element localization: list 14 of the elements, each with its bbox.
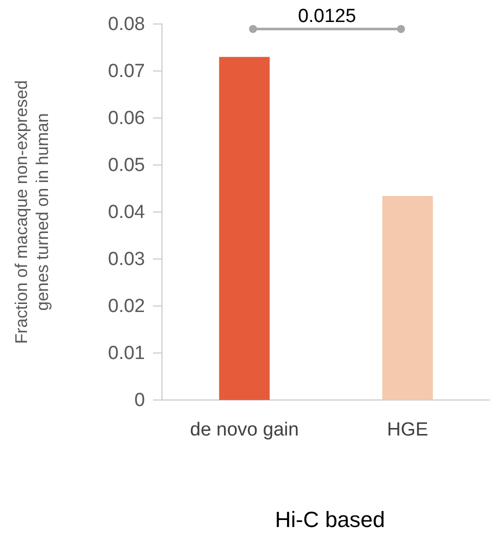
y-tick-label: 0.03	[108, 249, 145, 270]
y-tick-label: 0.05	[108, 155, 145, 176]
x-tick-label: HGE	[387, 419, 428, 440]
y-tick-label: 0.08	[108, 14, 145, 36]
y-tick-label: 0	[134, 390, 145, 412]
x-tick-label: de novo gain	[190, 419, 299, 440]
y-tick-label: 0.01	[108, 343, 145, 364]
y-axis-title: Fraction of macaque non-expresed genes turned on in human	[12, 80, 52, 344]
y-tick-label: 0.02	[108, 296, 145, 318]
y-tick-label: 0.07	[108, 61, 145, 82]
y-tick-label: 0.04	[108, 202, 146, 224]
annotation: 0.0125	[298, 6, 356, 27]
y-tick-label: 0.06	[108, 108, 145, 130]
x-axis-title: Hi-C based	[274, 507, 386, 532]
